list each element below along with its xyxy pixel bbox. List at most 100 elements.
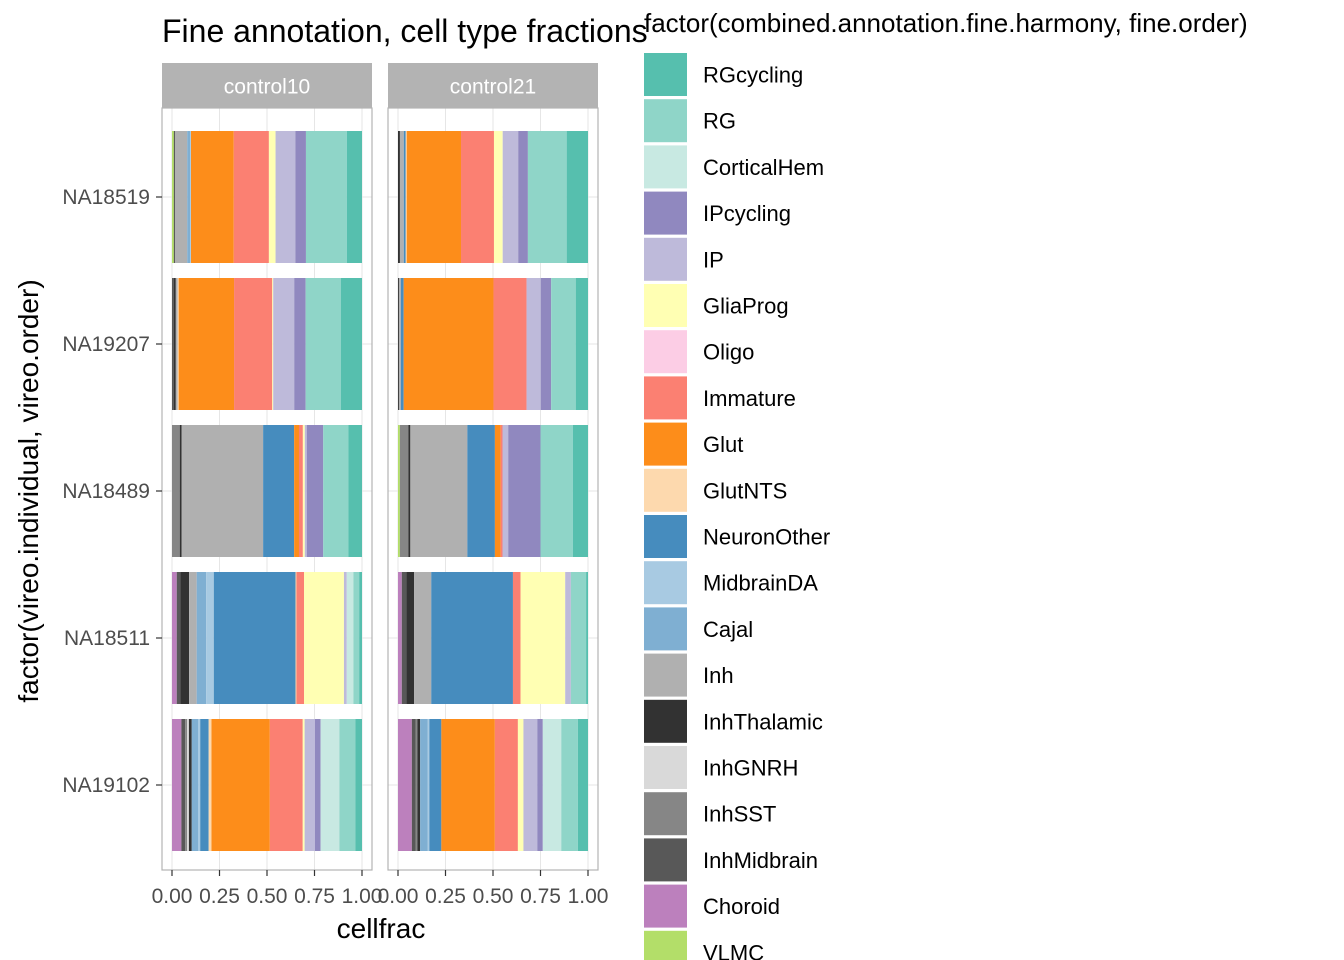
legend-key — [644, 838, 687, 882]
legend-label: InhThalamic — [703, 709, 823, 734]
legend-key — [644, 607, 687, 651]
bar-segment-neuronother — [213, 572, 296, 704]
bar-segment-inh — [398, 278, 401, 410]
bar-segment-rg — [540, 425, 573, 557]
bar-segment-inhthalamic — [179, 425, 182, 557]
bar-segment-ip — [565, 572, 571, 704]
bar-segment-inhmidbrain — [172, 278, 174, 410]
legend-key — [644, 561, 687, 605]
legend-item-inhgnrh: InhGNRH — [644, 746, 798, 789]
bar-segment-cajal — [196, 572, 207, 704]
legend-item-ipcycling: IPcycling — [644, 191, 791, 235]
bar-segment-rgcycling — [572, 425, 588, 557]
chart-title: Fine annotation, cell type fractions — [162, 13, 648, 49]
bar-segment-immature — [296, 572, 305, 704]
legend-label: Inh — [703, 663, 734, 688]
bar-segment-rg — [323, 425, 349, 557]
bar-segment-glut — [191, 131, 234, 263]
bar-segment-inh — [399, 131, 404, 263]
bar-segment-immature — [500, 425, 503, 557]
bar-NA18489 — [172, 425, 362, 557]
legend: factor(combined.annotation.fine.harmony,… — [644, 8, 1248, 960]
bar-segment-gliaprog — [493, 131, 503, 263]
bar-segment-midbrainda — [206, 572, 214, 704]
bar-segment-choroid — [172, 572, 177, 704]
bar-segment-neuronother — [400, 278, 404, 410]
bar-segment-inhthalamic — [417, 719, 421, 851]
legend-item-inhmidbrain: InhMidbrain — [644, 838, 818, 882]
legend-label: Immature — [703, 386, 796, 411]
legend-item-inhsst: InhSST — [644, 792, 776, 836]
legend-label: RG — [703, 109, 736, 134]
legend-label: InhMidbrain — [703, 848, 818, 873]
bar-segment-gliaprog — [517, 719, 524, 851]
legend-key — [644, 884, 687, 928]
bar-segment-ipcycling — [306, 425, 324, 557]
legend-key — [644, 191, 687, 235]
x-tick-label: 1.00 — [342, 885, 383, 908]
bar-segment-cajal — [191, 719, 199, 851]
legend-label: GlutNTS — [703, 478, 787, 503]
bar-segment-rgcycling — [348, 425, 362, 557]
legend-item-vlmc: VLMC — [644, 930, 764, 960]
bar-segment-neuronother — [429, 719, 442, 851]
bar-NA19207 — [398, 278, 588, 410]
legend-label: GliaProg — [703, 294, 789, 319]
bar-segment-inh — [189, 572, 197, 704]
bar-segment-inhgnrh — [187, 719, 189, 851]
y-tick-label: NA18511 — [64, 627, 150, 650]
facet-strip-label: control10 — [224, 76, 310, 99]
bar-segment-choroid — [398, 572, 402, 704]
legend-label: MidbrainDA — [703, 571, 818, 596]
bar-segment-ip — [343, 572, 347, 704]
bar-NA19207 — [172, 278, 362, 410]
bar-segment-inhmidbrain — [181, 719, 186, 851]
bar-segment-glut — [294, 425, 299, 557]
bar-segment-inh — [410, 425, 468, 557]
bar-segment-glutnts — [405, 131, 407, 263]
bar-segment-glut — [211, 719, 270, 851]
x-tick-label: 1.00 — [568, 885, 609, 908]
bar-segment-gliaprog — [520, 572, 566, 704]
bar-segment-ip — [502, 425, 509, 557]
bar-segment-rgcycling — [586, 572, 588, 704]
legend-key — [644, 145, 687, 189]
x-tick-label: 0.25 — [425, 885, 466, 908]
legend-item-neuronother: NeuronOther — [644, 515, 830, 558]
legend-item-choroid: Choroid — [644, 884, 780, 928]
bar-segment-rgcycling — [340, 278, 362, 410]
legend-label: IP — [703, 247, 724, 272]
bar-segment-glut — [403, 278, 494, 410]
bar-segment-rg — [527, 131, 567, 263]
bar-segment-cajal — [187, 131, 191, 263]
bar-segment-inhsst — [399, 425, 409, 557]
bar-segment-rgcycling — [566, 131, 588, 263]
x-tick-label: 0.50 — [247, 885, 288, 908]
legend-label: IPcycling — [703, 201, 791, 226]
legend-label: CorticalHem — [703, 155, 824, 180]
bar-segment-neuronother — [467, 425, 495, 557]
bar-segment-immature — [298, 425, 303, 557]
bar-segment-ip — [275, 131, 296, 263]
bar-segment-midbrainda — [427, 719, 430, 851]
bar-segment-immature — [461, 131, 494, 263]
legend-item-glut: Glut — [644, 422, 743, 466]
bar-segment-vlmc — [398, 425, 400, 557]
legend-label: VLMC — [703, 940, 764, 960]
legend-label: NeuronOther — [703, 525, 830, 550]
legend-label: Cajal — [703, 617, 753, 642]
bar-segment-vlmc — [172, 131, 174, 263]
bar-segment-immature — [269, 719, 303, 851]
bar-segment-ip — [304, 719, 315, 851]
bar-segment-rgcycling — [359, 572, 362, 704]
legend-item-immature: Immature — [644, 376, 796, 420]
bar-segment-ipcycling — [295, 131, 306, 263]
bar-segment-inhthalamic — [408, 425, 411, 557]
bar-segment-neuronother — [403, 131, 406, 263]
legend-key — [644, 792, 687, 836]
bar-segment-rg — [570, 572, 587, 704]
legend-label: Oligo — [703, 340, 754, 365]
bar-segment-neuronother — [431, 572, 513, 704]
bar-segment-inhmidbrain — [411, 719, 416, 851]
bar-segment-ipcycling — [537, 719, 543, 851]
